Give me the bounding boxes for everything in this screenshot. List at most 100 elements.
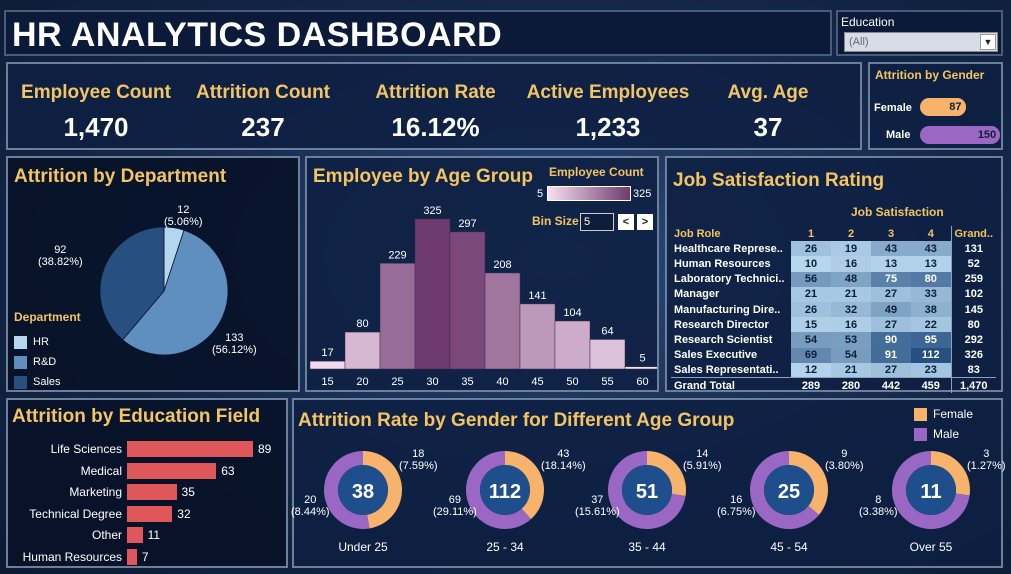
donut-slice-male[interactable]: [466, 451, 531, 529]
heat-cell[interactable]: 15: [791, 317, 831, 333]
heat-cell[interactable]: 90: [871, 332, 911, 348]
heat-cell[interactable]: 19: [831, 241, 871, 257]
legend-swatch: [914, 428, 927, 442]
heat-cell[interactable]: 38: [911, 301, 951, 318]
heat-cell[interactable]: 26: [791, 301, 831, 318]
age-bar[interactable]: [379, 263, 416, 370]
dept-hr-pct: (5.06%): [164, 216, 203, 228]
education-bar[interactable]: [127, 462, 217, 479]
gender-label-male: Male: [886, 129, 911, 141]
age-tick-label: 50: [566, 376, 578, 388]
donut-slice-female[interactable]: [931, 451, 970, 496]
heat-cell[interactable]: 49: [871, 301, 911, 318]
education-bar[interactable]: [127, 441, 253, 457]
age-tick-label: 35: [461, 376, 473, 388]
col-header: 1: [807, 227, 815, 240]
row-total: 145: [950, 301, 997, 318]
donut-slice-male[interactable]: [750, 451, 820, 529]
heat-cell[interactable]: 91: [871, 347, 911, 363]
chevron-left-icon[interactable]: <: [618, 214, 634, 230]
heat-cell[interactable]: 48: [831, 271, 871, 287]
heat-cell[interactable]: 13: [871, 256, 911, 272]
legend-item-hr[interactable]: HR: [14, 332, 61, 352]
kpi-value: 1,233: [575, 112, 641, 142]
heat-cell[interactable]: 54: [791, 332, 831, 348]
department-legend-title: Department: [14, 310, 81, 324]
female-pct: (1.27%): [967, 460, 1006, 472]
heat-cell[interactable]: 26: [791, 241, 831, 257]
donut-slice-female[interactable]: [505, 451, 544, 520]
heat-cell[interactable]: 32: [831, 301, 871, 318]
heat-cell[interactable]: 16: [831, 256, 871, 272]
age-bar[interactable]: [309, 360, 346, 370]
male-count: 20: [304, 494, 317, 506]
heat-cell[interactable]: 43: [871, 241, 911, 257]
table-row: Healthcare Represe.. 26 19 43 43 131: [671, 241, 997, 257]
heat-cell[interactable]: 12: [791, 362, 831, 378]
age-bar[interactable]: [589, 339, 626, 370]
age-group-label: Over 55: [909, 540, 953, 554]
education-bar[interactable]: [127, 505, 173, 522]
heat-cell[interactable]: 22: [911, 317, 951, 333]
heat-cell[interactable]: 43: [911, 241, 951, 257]
age-bar[interactable]: [344, 331, 381, 370]
donut-slice-male[interactable]: [608, 451, 686, 529]
legend-item-sales[interactable]: Sales: [14, 372, 61, 392]
donut-total: 25: [778, 481, 800, 503]
heat-cell[interactable]: 16: [831, 317, 871, 333]
heat-cell[interactable]: 33: [911, 286, 951, 302]
age-bar[interactable]: [554, 320, 591, 370]
female-count: 18: [412, 448, 425, 460]
heat-cell[interactable]: 21: [831, 286, 871, 302]
heat-cell[interactable]: 21: [831, 362, 871, 378]
heat-cell[interactable]: 10: [791, 256, 831, 272]
pie-slice-rd[interactable]: [122, 229, 229, 356]
heat-cell[interactable]: 23: [911, 362, 951, 378]
heat-cell[interactable]: 75: [871, 271, 911, 287]
legend-item-male[interactable]: Male: [914, 424, 973, 444]
pie-slice-sales[interactable]: [99, 226, 165, 341]
kpi-attrition-count: Attrition Count 237: [188, 82, 338, 143]
age-bar[interactable]: [414, 218, 451, 370]
legend-item-female[interactable]: Female: [914, 404, 973, 424]
heat-cell[interactable]: 27: [871, 317, 911, 333]
age-tick-label: 15: [321, 376, 333, 388]
heat-cell[interactable]: 27: [871, 362, 911, 378]
age-bar[interactable]: [519, 303, 556, 370]
legend-item-rd[interactable]: R&D: [14, 352, 61, 372]
heat-cell[interactable]: 53: [831, 332, 871, 348]
donut-slice-male[interactable]: [324, 451, 370, 529]
donut-slice-female[interactable]: [363, 451, 402, 529]
age-group-label: 25 - 34: [486, 540, 524, 554]
donut-slice-male[interactable]: [892, 451, 970, 529]
heat-cell[interactable]: 69: [791, 347, 831, 363]
age-bar[interactable]: [624, 366, 657, 370]
age-bar-label: 17: [321, 347, 333, 359]
legend-label: R&D: [33, 356, 57, 368]
female-pct: (3.80%): [825, 460, 864, 472]
heat-cell[interactable]: 27: [871, 286, 911, 302]
heat-cell[interactable]: 80: [911, 271, 951, 287]
education-bar[interactable]: [127, 484, 177, 500]
education-filter[interactable]: Education (All) ▼: [836, 10, 1003, 56]
donut-slice-female[interactable]: [647, 451, 686, 496]
bin-size-input[interactable]: 5: [580, 213, 614, 231]
education-select[interactable]: (All) ▼: [844, 32, 998, 52]
heat-cell[interactable]: 56: [791, 271, 831, 287]
heat-cell[interactable]: 54: [831, 347, 871, 363]
kpi-label: Attrition Count: [195, 82, 330, 103]
heat-cell[interactable]: 13: [911, 256, 951, 272]
education-bar-value: 32: [177, 506, 191, 521]
heat-cell[interactable]: 95: [911, 332, 951, 348]
heat-cell[interactable]: 21: [791, 286, 831, 302]
education-bar[interactable]: [127, 548, 137, 565]
age-group-label: 35 - 44: [628, 540, 666, 554]
education-bar[interactable]: [127, 527, 143, 543]
job-role-cell: Research Scientist: [674, 333, 773, 346]
age-bar[interactable]: [484, 272, 521, 370]
donut-slice-female[interactable]: [789, 451, 828, 515]
chevron-right-icon[interactable]: >: [637, 214, 653, 230]
chevron-down-icon[interactable]: ▼: [980, 34, 996, 50]
heat-cell[interactable]: 112: [911, 347, 951, 363]
age-bar[interactable]: [449, 231, 486, 370]
